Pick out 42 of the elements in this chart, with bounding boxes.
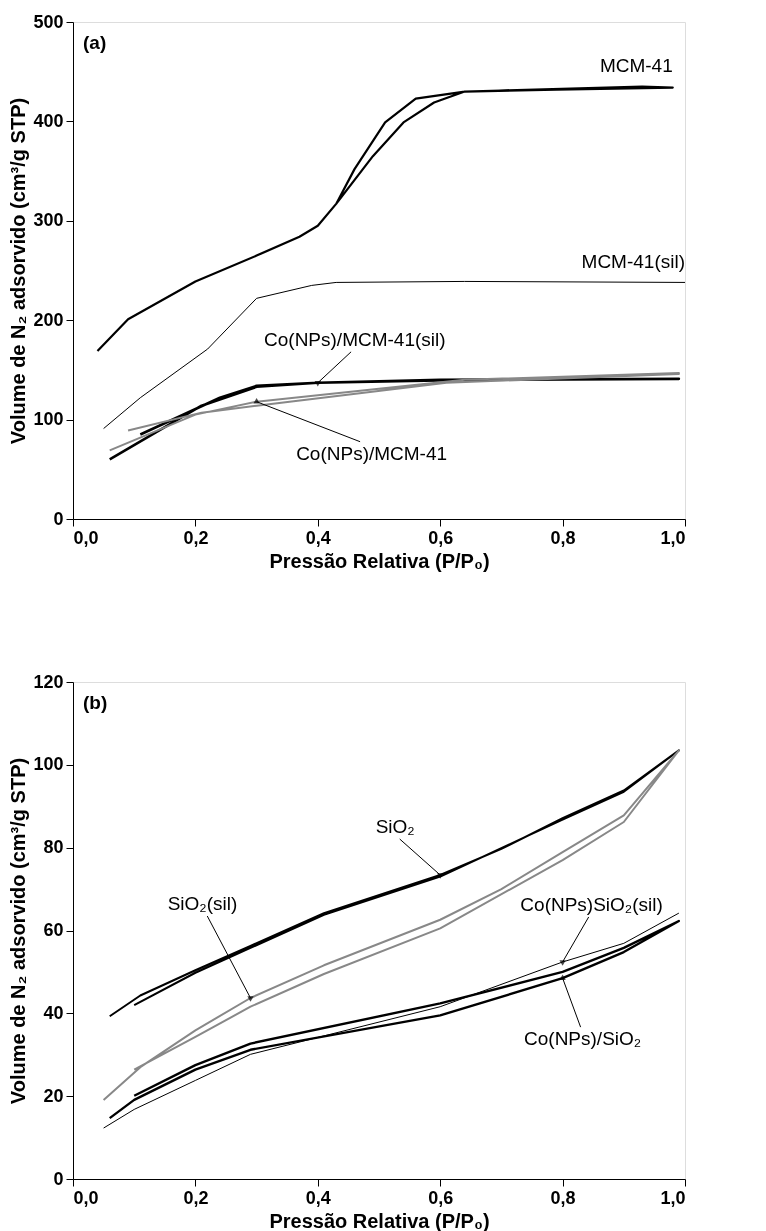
x-tick-label: 1,0 xyxy=(660,527,686,548)
x-tick-label: 0,0 xyxy=(73,527,99,548)
line-series xyxy=(108,749,680,1018)
series-label: Co(NPs)/SiO₂ xyxy=(524,1028,642,1050)
series-label: Co(NPs)SiO₂(sil) xyxy=(520,893,663,915)
y-tick-label: 0 xyxy=(53,1168,64,1189)
y-tick-label: 200 xyxy=(33,309,64,330)
y-tick-label: 400 xyxy=(33,110,64,131)
text: Co(NPs)/MCM-41 xyxy=(296,442,448,464)
x-tick-label: 0,6 xyxy=(428,527,454,548)
y-tick-label: 20 xyxy=(43,1085,64,1106)
series-label: Co(NPs)/MCM-41(sil) xyxy=(264,328,446,350)
x-tick-label: 0,2 xyxy=(183,1187,209,1208)
y-axis-title: Volume de N₂ adsorvido (cm³/g STP) xyxy=(7,757,30,1105)
x-tick-label: 0,8 xyxy=(550,1187,576,1208)
x-tick-label: 0,6 xyxy=(428,1187,454,1208)
y-tick-label: 80 xyxy=(43,837,64,858)
x-tick-label: 0,4 xyxy=(305,1187,331,1208)
x-axis-title: Pressão Relativa (P/P₀) xyxy=(269,1209,490,1231)
annotation: (b) xyxy=(83,692,108,713)
y-tick-label: 500 xyxy=(33,11,64,32)
y-tick-label: 300 xyxy=(33,210,64,231)
line-series xyxy=(103,280,685,430)
series-label: MCM-41(sil) xyxy=(581,251,685,273)
x-tick-label: 1,0 xyxy=(660,1187,686,1208)
y-tick-label: 60 xyxy=(43,920,64,940)
y-tick-label: 40 xyxy=(43,1002,64,1023)
y-tick-label: 0 xyxy=(53,508,64,529)
annotation: (a) xyxy=(83,32,107,53)
y-axis-title: Volume de N₂ adsorvido (cm³/g STP) xyxy=(7,97,30,445)
text: SiO₂(sil) xyxy=(167,893,238,915)
x-tick-label: 0,2 xyxy=(183,527,209,548)
text: SiO₂ xyxy=(375,816,415,837)
x-tick-label: 0,0 xyxy=(73,1187,99,1208)
y-tick-label: 100 xyxy=(33,409,64,430)
x-axis-title: Pressão Relativa (P/P₀) xyxy=(269,549,490,572)
series-label: MCM-41 xyxy=(599,54,673,76)
line-series xyxy=(102,749,680,1101)
x-tick-label: 0,4 xyxy=(305,527,331,548)
x-tick-label: 0,8 xyxy=(550,527,576,548)
y-tick-label: 100 xyxy=(33,754,64,775)
y-tick-label: 120 xyxy=(33,671,64,692)
